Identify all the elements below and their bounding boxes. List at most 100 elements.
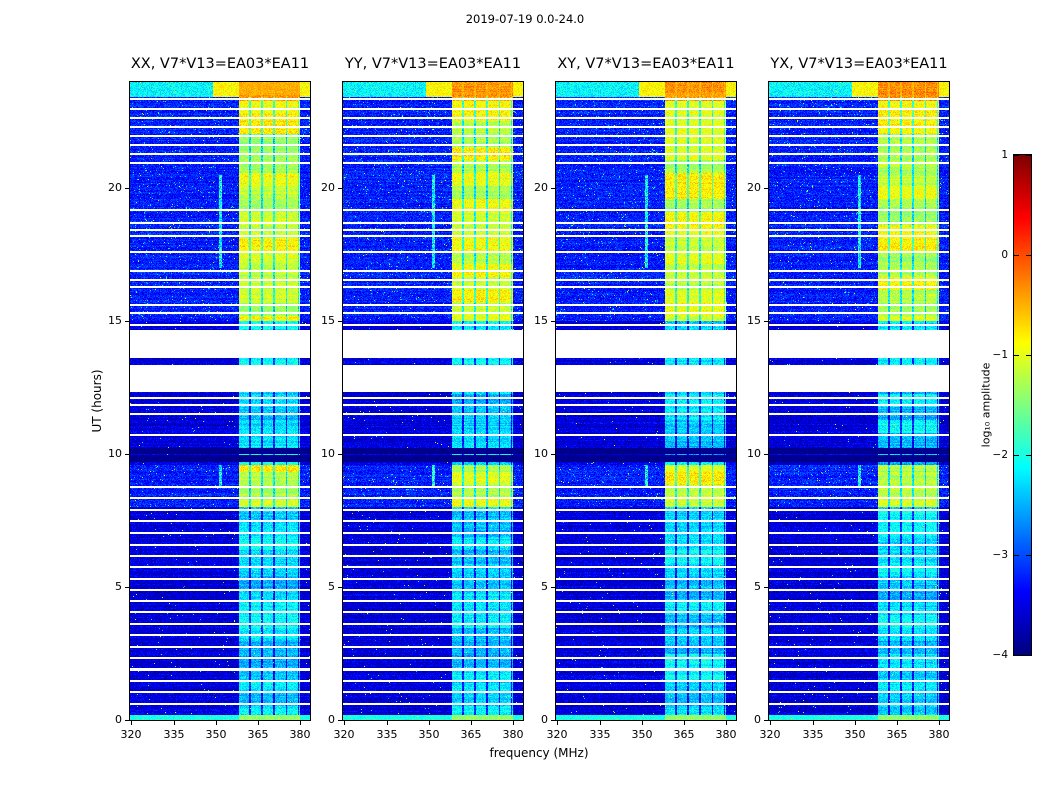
y-tick-label: 10 xyxy=(747,447,761,460)
y-tick-label: 10 xyxy=(108,447,122,460)
x-tick-label: 350 xyxy=(631,728,653,741)
spectrogram-canvas xyxy=(556,82,736,720)
y-tick-label: 20 xyxy=(108,181,122,194)
y-tick-mark xyxy=(764,454,768,455)
x-tick-label: 320 xyxy=(759,728,781,741)
y-tick-mark xyxy=(764,720,768,721)
x-tick-mark xyxy=(174,721,175,725)
plot-frame xyxy=(555,81,737,721)
colorbar-tick-mark xyxy=(1014,455,1019,456)
y-tick-label: 20 xyxy=(321,181,335,194)
y-tick-mark xyxy=(338,321,342,322)
x-tick-mark xyxy=(642,721,643,725)
y-tick-label: 0 xyxy=(754,713,761,726)
x-tick-label: 380 xyxy=(289,728,311,741)
y-tick-mark xyxy=(551,321,555,322)
colorbar-frame xyxy=(1013,154,1032,656)
panel-xy: XY, V7*V13=EA03*EA11 xyxy=(555,56,737,721)
y-tick-label: 5 xyxy=(541,580,548,593)
y-tick-mark xyxy=(125,720,129,721)
panel-title: YX, V7*V13=EA03*EA11 xyxy=(770,56,948,72)
x-tick-label: 335 xyxy=(163,728,185,741)
x-tick-label: 335 xyxy=(376,728,398,741)
y-tick-mark xyxy=(764,188,768,189)
y-axis-label: UT (hours) xyxy=(90,369,104,433)
x-tick-label: 365 xyxy=(247,728,269,741)
y-tick-label: 0 xyxy=(115,713,122,726)
y-tick-mark xyxy=(764,321,768,322)
colorbar-tick-mark xyxy=(1026,555,1031,556)
colorbar xyxy=(1013,154,1032,656)
x-tick-mark xyxy=(600,721,601,725)
x-tick-mark xyxy=(513,721,514,725)
panel-yy: YY, V7*V13=EA03*EA11 xyxy=(342,56,524,721)
x-tick-label: 335 xyxy=(589,728,611,741)
colorbar-tick-label: 0 xyxy=(1001,249,1008,261)
y-tick-mark xyxy=(338,587,342,588)
colorbar-tick-mark xyxy=(1014,655,1019,656)
colorbar-tick-mark xyxy=(1014,355,1019,356)
colorbar-tick-mark xyxy=(1026,355,1031,356)
x-tick-label: 350 xyxy=(844,728,866,741)
y-tick-mark xyxy=(551,720,555,721)
x-tick-mark xyxy=(300,721,301,725)
y-tick-mark xyxy=(551,587,555,588)
x-tick-mark xyxy=(387,721,388,725)
colorbar-tick-mark xyxy=(1014,555,1019,556)
y-tick-mark xyxy=(338,720,342,721)
colorbar-tick-mark xyxy=(1026,155,1031,156)
y-tick-label: 0 xyxy=(541,713,548,726)
spectrogram-canvas xyxy=(130,82,310,720)
colorbar-tick-mark xyxy=(1026,655,1031,656)
x-tick-label: 365 xyxy=(460,728,482,741)
y-tick-mark xyxy=(125,188,129,189)
y-tick-mark xyxy=(125,587,129,588)
x-tick-mark xyxy=(684,721,685,725)
x-tick-mark xyxy=(855,721,856,725)
y-tick-mark xyxy=(125,454,129,455)
colorbar-label: log₁₀ amplitude xyxy=(979,362,993,448)
x-tick-label: 365 xyxy=(673,728,695,741)
plot-frame xyxy=(342,81,524,721)
y-tick-label: 5 xyxy=(754,580,761,593)
colorbar-tick-mark xyxy=(1014,255,1019,256)
y-tick-mark xyxy=(764,587,768,588)
y-tick-label: 10 xyxy=(321,447,335,460)
colorbar-gradient xyxy=(1014,155,1031,655)
figure-title: 2019-07-19 0.0-24.0 xyxy=(465,12,585,26)
y-tick-label: 20 xyxy=(534,181,548,194)
x-tick-label: 350 xyxy=(418,728,440,741)
y-tick-label: 0 xyxy=(328,713,335,726)
colorbar-tick-mark xyxy=(1026,455,1031,456)
spectrogram-canvas xyxy=(343,82,523,720)
y-tick-mark xyxy=(338,188,342,189)
panel-xx: XX, V7*V13=EA03*EA11 xyxy=(129,56,311,721)
x-tick-mark xyxy=(813,721,814,725)
x-tick-mark xyxy=(258,721,259,725)
y-tick-mark xyxy=(551,188,555,189)
y-tick-label: 20 xyxy=(747,181,761,194)
plot-frame xyxy=(768,81,950,721)
y-tick-mark xyxy=(551,454,555,455)
y-tick-label: 15 xyxy=(534,314,548,327)
x-tick-mark xyxy=(131,721,132,725)
panel-title: XY, V7*V13=EA03*EA11 xyxy=(557,56,735,72)
y-tick-label: 15 xyxy=(108,314,122,327)
y-tick-mark xyxy=(338,454,342,455)
x-tick-label: 320 xyxy=(546,728,568,741)
y-tick-label: 15 xyxy=(321,314,335,327)
panel-title: YY, V7*V13=EA03*EA11 xyxy=(344,56,522,72)
colorbar-tick-label: −2 xyxy=(992,449,1008,461)
spectrogram-canvas xyxy=(769,82,949,720)
x-tick-label: 380 xyxy=(928,728,950,741)
x-tick-label: 320 xyxy=(120,728,142,741)
x-tick-mark xyxy=(344,721,345,725)
x-tick-mark xyxy=(429,721,430,725)
colorbar-tick-mark xyxy=(1026,255,1031,256)
x-tick-mark xyxy=(770,721,771,725)
panel-yx: YX, V7*V13=EA03*EA11 xyxy=(768,56,950,721)
y-tick-label: 5 xyxy=(115,580,122,593)
x-tick-mark xyxy=(939,721,940,725)
x-tick-mark xyxy=(726,721,727,725)
